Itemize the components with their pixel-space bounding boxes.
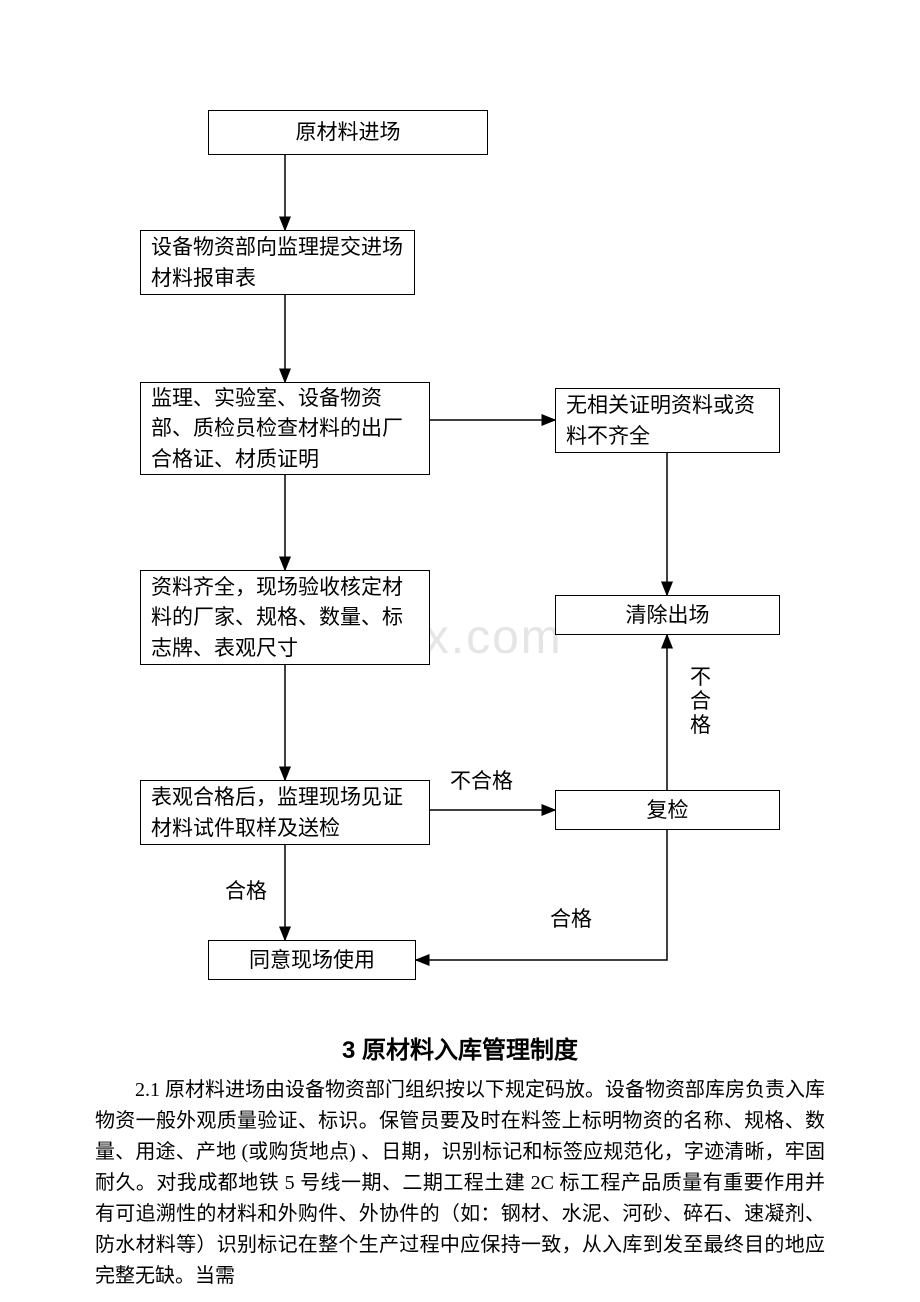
flowchart-node-n7: 表观合格后，监理现场见证材料试件取样及送检 (140, 780, 430, 845)
flowchart-container: 原材料进场设备物资部向监理提交进场材料报审表监理、实验室、设备物资部、质检员检查… (130, 110, 810, 980)
edge-label-8: 合格 (225, 875, 267, 905)
section-heading: 3 原材料入库管理制度 (0, 1030, 920, 1065)
body-paragraph: 2.1 原材料进场由设备物资部门组织按以下规定码放。设备物资部库房负责入库物资一… (95, 1075, 825, 1292)
edge-label-9: 合格 (550, 903, 592, 933)
edge-9 (416, 830, 667, 960)
flowchart-node-n8: 复检 (555, 790, 780, 830)
flowchart-node-n4: 无相关证明资料或资料不齐全 (555, 388, 780, 453)
edge-label-6: 不合格 (450, 765, 513, 795)
flowchart-node-n1: 原材料进场 (208, 110, 488, 155)
edge-vlabel-7: 不合格 (690, 665, 712, 737)
flowchart-node-n5: 资料齐全，现场验收核定材料的厂家、规格、数量、标志牌、表观尺寸 (140, 570, 430, 665)
flowchart-node-n6: 清除出场 (555, 595, 780, 635)
flowchart-node-n2: 设备物资部向监理提交进场材料报审表 (140, 230, 415, 295)
flowchart-node-n3: 监理、实验室、设备物资部、质检员检查材料的出厂合格证、材质证明 (140, 382, 430, 475)
flowchart-node-n9: 同意现场使用 (208, 940, 416, 980)
